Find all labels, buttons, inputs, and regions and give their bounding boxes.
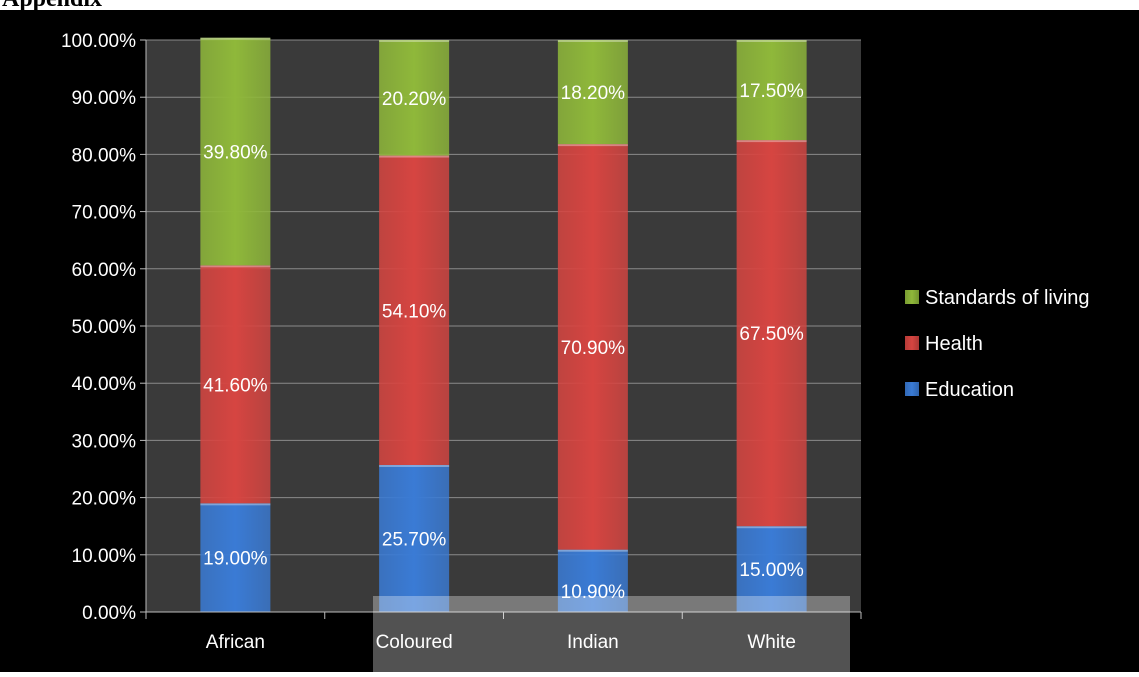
data-label: 41.60% (203, 375, 268, 396)
bar-top-highlight (200, 265, 271, 268)
bar-top-highlight (379, 464, 450, 467)
x-axis: African Coloured Indian White (145, 596, 862, 672)
legend-swatch (905, 336, 919, 350)
y-tick-label: 100.00% (61, 31, 136, 52)
bar-health-white (736, 140, 807, 527)
bar-top-highlight (736, 40, 807, 42)
y-tick-label: 80.00% (72, 145, 137, 166)
bar-health-african (200, 265, 271, 504)
bar-top-highlight (379, 155, 450, 158)
bar-top-highlight (557, 144, 628, 147)
data-label: 18.20% (561, 83, 626, 104)
y-tick-label: 90.00% (72, 88, 137, 109)
legend: Standards of living Health Education (905, 287, 1090, 401)
data-label: 70.90% (561, 338, 626, 359)
bar-standards-of-living-african (200, 37, 271, 266)
y-tick-label: 70.00% (72, 203, 137, 224)
data-label: 67.50% (739, 324, 804, 345)
y-tick-label: 10.00% (72, 546, 137, 567)
x-tick-label: Coloured (376, 632, 453, 653)
bar-top-highlight (736, 140, 807, 143)
data-label: 10.90% (561, 582, 626, 603)
bar-education-white (736, 526, 807, 612)
y-axis: 0.00% 10.00% 20.00% 30.00% 40.00% 50.00% 60.00… (61, 31, 147, 624)
y-tick-label: 60.00% (72, 260, 137, 281)
bar-standards-of-living-white (736, 40, 807, 141)
data-label: 17.50% (739, 81, 804, 102)
data-label: 25.70% (382, 529, 447, 550)
legend-label: Health (925, 333, 983, 355)
data-label: 39.80% (203, 143, 268, 164)
y-tick-label: 40.00% (72, 374, 137, 395)
x-tick-label: Indian (567, 632, 619, 653)
watermark-overlay (373, 596, 850, 672)
stacked-bar-chart: 0.00% 10.00% 20.00% 30.00% 40.00% 50.00% 60.00… (61, 31, 1090, 672)
bar-education-indian (557, 549, 628, 612)
bar-top-highlight (200, 503, 271, 506)
bar-top-highlight (200, 37, 271, 40)
bar-top-highlight (379, 40, 450, 42)
legend-swatch (905, 382, 919, 396)
y-tick-label: 0.00% (82, 603, 136, 624)
bar-education-african (200, 503, 271, 612)
legend-swatch (905, 290, 919, 304)
data-label: 15.00% (739, 560, 804, 581)
bar-health-coloured (379, 155, 450, 465)
bar-education-coloured (379, 464, 450, 612)
legend-label: Standards of living (925, 287, 1090, 309)
bar-health-indian (557, 144, 628, 550)
x-tick-label: African (206, 632, 265, 653)
bar-top-highlight (557, 549, 628, 552)
y-tick-label: 50.00% (72, 317, 137, 338)
chart-title-fragment: Appendix (2, 0, 102, 10)
data-label: 20.20% (382, 89, 447, 110)
x-tick-label: White (747, 632, 796, 653)
bar-top-highlight (557, 40, 628, 42)
y-tick-label: 20.00% (72, 489, 137, 510)
bar-top-highlight (736, 526, 807, 529)
bar-standards-of-living-coloured (379, 40, 450, 156)
y-tick-label: 30.00% (72, 431, 137, 452)
bar-standards-of-living-indian (557, 40, 628, 145)
chart-area: 0.00% 10.00% 20.00% 30.00% 40.00% 50.00% 60.00… (0, 10, 1139, 672)
legend-label: Education (925, 379, 1014, 401)
title-strip: Appendix (0, 0, 1139, 10)
data-label: 54.10% (382, 301, 447, 322)
data-label: 19.00% (203, 549, 268, 570)
bars: 19.00% 41.60% 39.80% 25.70% 54.10% 20.20% 10.9… (200, 37, 807, 612)
